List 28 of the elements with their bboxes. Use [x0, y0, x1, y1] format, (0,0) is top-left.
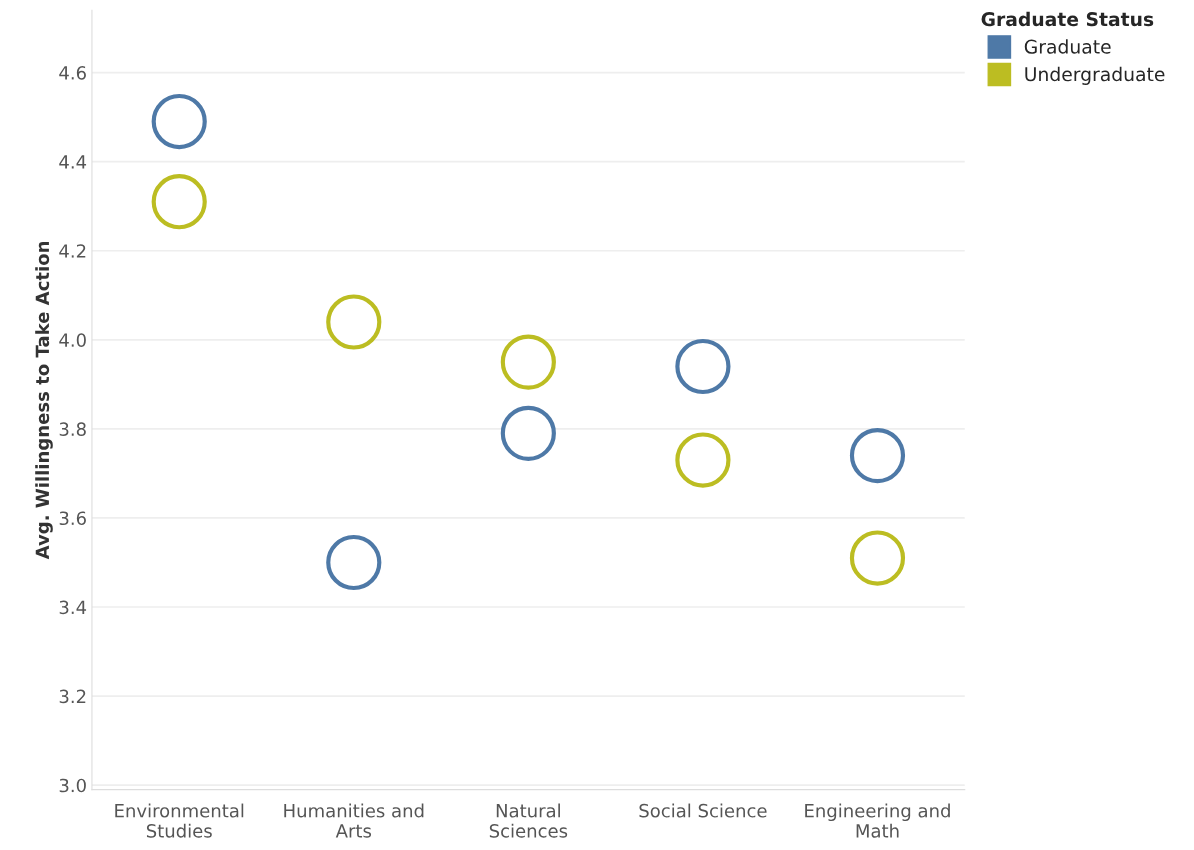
y-tick-label: 4.2 [59, 244, 86, 258]
legend-title: Graduate Status [981, 11, 1154, 27]
y-tick-label: 4.4 [59, 155, 87, 169]
point [849, 530, 906, 586]
point [326, 534, 382, 591]
y-tick-label: 4.0 [59, 333, 86, 347]
x-tick-label: Humanities and Arts [284, 803, 424, 838]
x-tick-label: Engineering and Math [805, 803, 950, 838]
y-tick-label: 4.6 [59, 66, 86, 80]
legend-label: Graduate [1024, 39, 1111, 54]
point [500, 405, 556, 461]
x-tick-label: Natural Sciences [489, 803, 568, 838]
point [675, 432, 731, 488]
y-tick-label: 3.0 [59, 778, 86, 793]
y-tick-label: 3.8 [59, 422, 86, 436]
y-tick-label: 3.2 [59, 689, 86, 704]
y-axis-title: Avg. Willingness to Take Action [35, 241, 53, 560]
x-tick-label: Environmental Studies [115, 803, 244, 838]
point [326, 294, 382, 350]
point [151, 174, 207, 230]
y-tick-label: 3.6 [59, 511, 86, 526]
point [849, 427, 906, 484]
point [151, 93, 207, 150]
point [500, 334, 556, 390]
x-tick-label: Social Science [639, 803, 767, 818]
legend-label: Undergraduate [1025, 66, 1165, 85]
y-tick-label: 3.4 [59, 600, 87, 615]
point [675, 338, 731, 395]
